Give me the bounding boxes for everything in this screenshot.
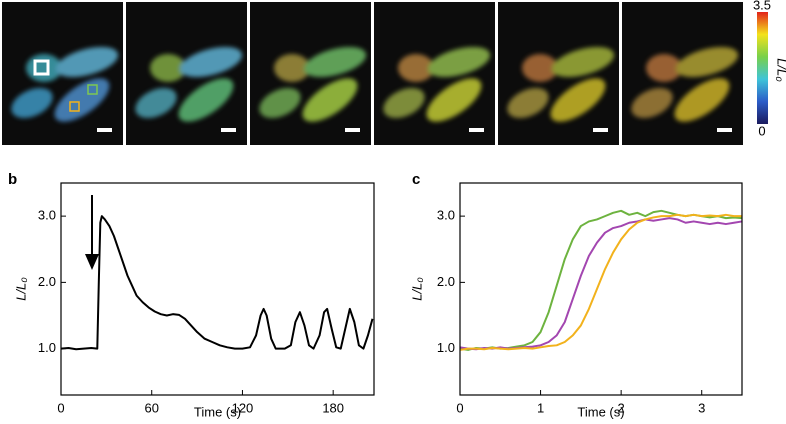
scale-bar — [593, 128, 608, 132]
x-tick-label: 120 — [232, 400, 254, 415]
colorbar — [757, 12, 768, 124]
scale-bar — [345, 128, 360, 132]
x-tick-label: 0 — [57, 400, 64, 415]
cells — [135, 46, 243, 122]
cell — [631, 87, 673, 119]
cell — [426, 78, 482, 122]
cell — [507, 87, 549, 119]
micrograph — [126, 2, 247, 145]
cell — [274, 54, 310, 82]
micrograph — [374, 2, 495, 145]
cell — [383, 87, 425, 119]
x-tick-label: 3 — [698, 400, 705, 415]
scale-bar — [97, 128, 112, 132]
cell — [427, 46, 491, 78]
cell — [11, 87, 53, 119]
y-tick-label: 2.0 — [38, 274, 56, 289]
y-axis-label: L/L₀ — [13, 277, 28, 301]
cells — [383, 46, 491, 122]
micrograph — [2, 2, 123, 145]
x-tick-label: 180 — [322, 400, 344, 415]
data-line — [459, 213, 742, 351]
x-tick-label: 1 — [537, 400, 544, 415]
cell — [398, 54, 434, 82]
cell — [303, 46, 367, 78]
x-tick-label: 0 — [456, 400, 463, 415]
y-tick-label: 1.0 — [437, 340, 455, 355]
y-tick-label: 3.0 — [38, 208, 56, 223]
cells — [259, 46, 367, 122]
cells — [631, 46, 739, 122]
cell — [674, 78, 730, 122]
scale-bar — [469, 128, 484, 132]
x-axis-label: Time (s) — [577, 404, 624, 419]
data-line — [459, 217, 743, 351]
cell — [551, 46, 615, 78]
roi — [69, 101, 80, 112]
cell — [302, 78, 358, 122]
scale-bar — [717, 128, 732, 132]
colorbar-label: L/L₀ — [775, 58, 786, 82]
roi — [33, 59, 50, 76]
y-tick-label: 1.0 — [38, 340, 56, 355]
cell — [675, 46, 739, 78]
y-tick-label: 3.0 — [437, 208, 455, 223]
cell — [150, 54, 186, 82]
micrograph — [498, 2, 619, 145]
cell — [54, 78, 110, 122]
micrograph-row — [2, 2, 743, 145]
cell — [646, 54, 682, 82]
cell — [135, 87, 177, 119]
y-tick-label: 2.0 — [437, 274, 455, 289]
roi — [87, 84, 98, 95]
plot-frame — [60, 182, 375, 396]
colorbar-tick-label: 3.5 — [753, 0, 771, 12]
colorbar-tick-label: 0 — [758, 123, 765, 138]
x-tick-label: 2 — [618, 400, 625, 415]
cell — [550, 78, 606, 122]
cell — [522, 54, 558, 82]
x-tick-label: 60 — [144, 400, 158, 415]
cell — [179, 46, 243, 78]
micrograph — [622, 2, 743, 145]
y-axis-label: L/L₀ — [409, 277, 424, 301]
x-axis-label: Time (s) — [194, 404, 241, 419]
cell — [178, 78, 234, 122]
cells — [507, 46, 615, 122]
micrograph — [250, 2, 371, 145]
scale-bar — [221, 128, 236, 132]
cell — [55, 46, 119, 78]
panel-label: c — [412, 171, 420, 188]
cell — [259, 87, 301, 119]
panel-label: b — [8, 171, 17, 188]
plot-frame — [459, 182, 743, 396]
arrow-head — [85, 254, 99, 270]
data-line — [60, 215, 374, 351]
